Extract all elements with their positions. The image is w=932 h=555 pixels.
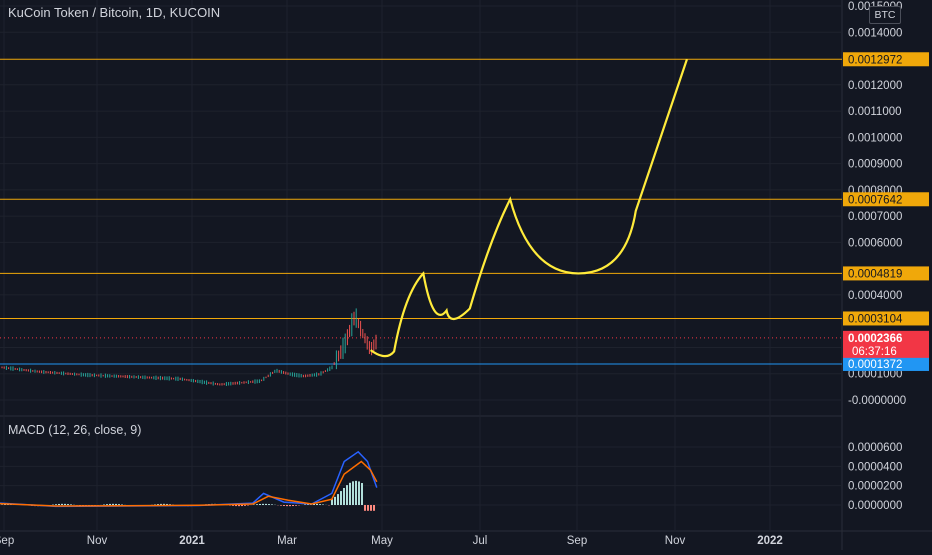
signal-line xyxy=(0,460,378,507)
last-price-label: 0.0002366 xyxy=(848,333,902,345)
macd-y-tick-label: 0.0000000 xyxy=(848,500,902,512)
y-tick-label: 0.0011000 xyxy=(848,106,902,118)
level-label: 0.0004819 xyxy=(848,268,902,280)
projection-curve xyxy=(369,58,688,358)
level-label: 0.0012972 xyxy=(848,54,902,66)
level-label-bg xyxy=(843,311,929,326)
x-tick-label: Jul xyxy=(473,535,488,547)
x-tick-label: 2021 xyxy=(179,535,205,547)
price-candles xyxy=(1,308,377,387)
countdown-label: 06:37:16 xyxy=(852,346,897,358)
macd-panel xyxy=(0,450,378,511)
y-tick-label: -0.0000000 xyxy=(848,395,906,407)
symbol-title[interactable]: KuCoin Token / Bitcoin, 1D, KUCOIN xyxy=(8,5,221,20)
level-label: 0.0003104 xyxy=(848,313,903,325)
y-tick-label: 0.0006000 xyxy=(848,237,902,249)
level-label-bg xyxy=(843,266,929,281)
y-tick-label: 0.0004000 xyxy=(848,290,902,302)
macd-y-tick-label: 0.0000200 xyxy=(848,481,902,493)
level-label-bg xyxy=(843,356,929,371)
x-tick-label: Sep xyxy=(567,535,587,547)
horizontal-levels xyxy=(0,58,842,365)
y-tick-label: 0.0009000 xyxy=(848,159,902,171)
x-tick-label: 2022 xyxy=(757,535,783,547)
macd-y-tick-label: 0.0000400 xyxy=(848,461,902,473)
y-tick-label: 0.0001000 xyxy=(848,369,902,381)
y-tick-label: 0.0014000 xyxy=(848,27,902,39)
x-tick-label: Mar xyxy=(277,535,297,547)
projection-line[interactable] xyxy=(369,58,688,358)
y-tick-label: 0.0010000 xyxy=(848,132,902,144)
x-tick-label: Nov xyxy=(665,535,686,547)
level-label-bg xyxy=(843,52,929,67)
x-tick-label: Sep xyxy=(0,535,14,547)
macd-y-tick-label: 0.0000600 xyxy=(848,442,902,454)
level-label: 0.0007642 xyxy=(848,194,902,206)
macd-title[interactable]: MACD (12, 26, close, 9) xyxy=(8,423,142,437)
x-tick-label: Nov xyxy=(87,535,108,547)
x-tick-label: May xyxy=(371,535,393,547)
y-tick-label: 0.0007000 xyxy=(848,211,902,223)
last-price-label-bg xyxy=(843,330,929,358)
level-label-bg xyxy=(843,192,929,207)
level-label: 0.0001372 xyxy=(848,359,902,371)
currency-badge[interactable]: BTC xyxy=(869,6,901,24)
y-tick-label: 0.0012000 xyxy=(848,80,902,92)
